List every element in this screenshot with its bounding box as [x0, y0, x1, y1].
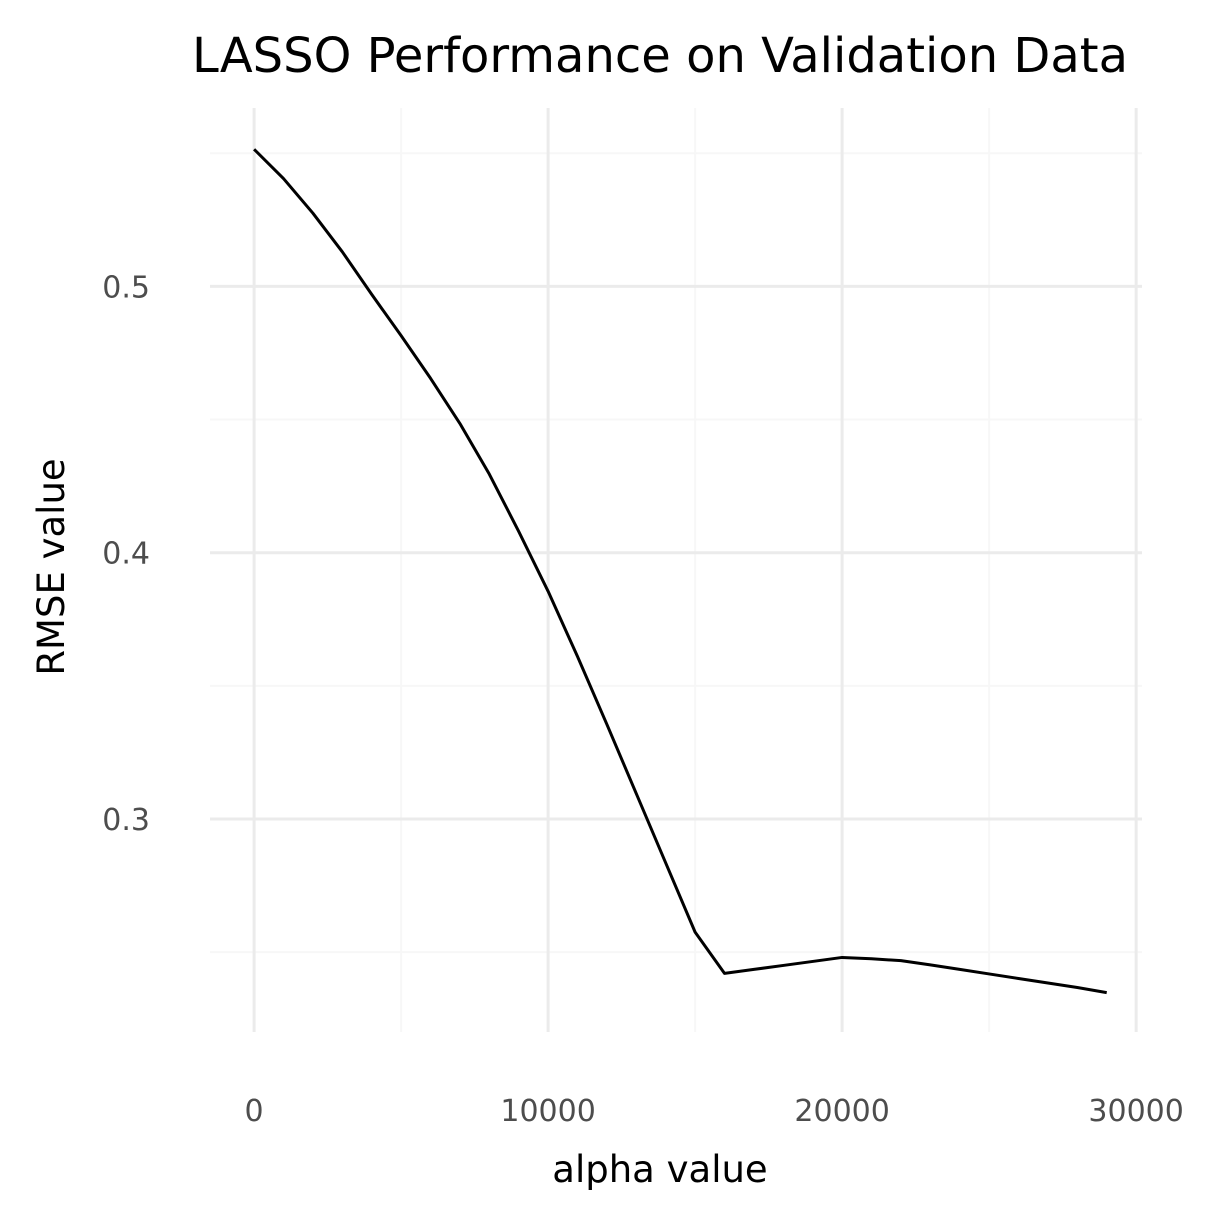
x-tick-label: 10000 — [500, 1094, 595, 1129]
series-layer — [253, 148, 1107, 995]
chart-title: LASSO Performance on Validation Data — [192, 28, 1128, 84]
y-axis-title: RMSE value — [30, 458, 73, 675]
y-axis-tick-labels: 0.3 0.4 0.5 — [102, 270, 150, 838]
y-tick-label: 0.3 — [102, 803, 150, 838]
x-tick-label: 20000 — [794, 1094, 889, 1129]
grid-lines — [210, 108, 1142, 1032]
x-axis-tick-labels: 0 10000 20000 30000 — [245, 1094, 1184, 1129]
x-tick-label: 0 — [245, 1094, 264, 1129]
y-tick-label: 0.5 — [102, 270, 150, 305]
rmse-series-line — [253, 148, 1107, 995]
x-tick-label: 30000 — [1088, 1094, 1183, 1129]
x-axis-title: alpha value — [552, 1148, 767, 1191]
y-tick-label: 0.4 — [102, 537, 150, 572]
